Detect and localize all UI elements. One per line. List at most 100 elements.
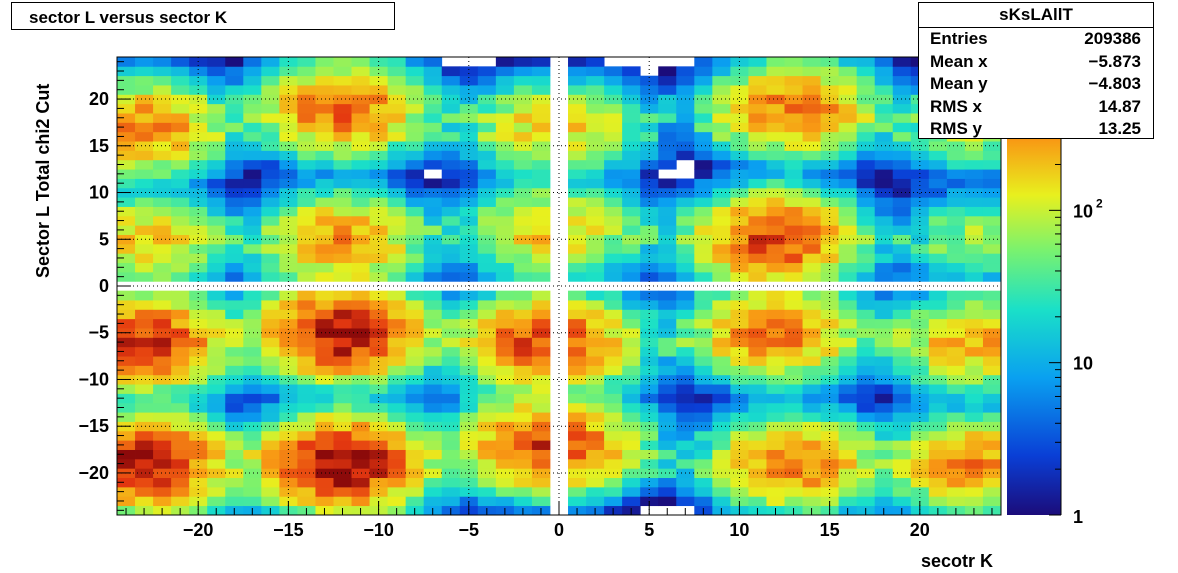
heatmap-cell — [153, 243, 172, 254]
heatmap-cell — [748, 309, 767, 320]
heatmap-cell — [640, 206, 659, 217]
heatmap-cell — [153, 496, 172, 507]
heatmap-cell — [820, 243, 840, 254]
heatmap-cell — [604, 150, 623, 161]
heatmap-cell — [531, 449, 551, 460]
heatmap-cell — [189, 356, 208, 366]
heatmap-cell — [423, 131, 443, 142]
heatmap-cell — [568, 159, 587, 170]
heatmap-cell — [730, 253, 749, 264]
heatmap-cell — [838, 440, 858, 450]
heatmap-cell — [279, 262, 298, 273]
heatmap-cell — [423, 290, 443, 301]
heatmap-cell — [766, 141, 785, 151]
heatmap-cell — [189, 449, 208, 460]
heatmap-cell — [946, 243, 966, 254]
heatmap-cell — [333, 215, 352, 226]
heatmap-cell — [766, 412, 785, 422]
heatmap-cell — [297, 393, 316, 404]
heatmap-cell — [766, 159, 785, 170]
heatmap-cell — [207, 384, 226, 394]
heatmap-cell — [243, 206, 262, 217]
heatmap-cell — [495, 271, 515, 282]
heatmap-cell — [640, 150, 659, 161]
heatmap-cell — [892, 477, 912, 488]
heatmap-cell — [820, 346, 840, 357]
heatmap-cell — [568, 150, 587, 161]
heatmap-cell — [928, 374, 948, 385]
heatmap-cell — [676, 103, 695, 114]
heatmap-cell — [676, 449, 695, 460]
heatmap-cell — [676, 356, 695, 366]
heatmap-cell — [982, 458, 1002, 469]
heatmap-cell — [856, 243, 876, 254]
heatmap-cell — [766, 262, 785, 273]
heatmap-cell — [423, 94, 443, 105]
heatmap-cell — [459, 234, 479, 245]
heatmap-cell — [405, 421, 425, 432]
heatmap-cell — [622, 159, 641, 170]
heatmap-cell — [333, 131, 352, 142]
heatmap-cell — [153, 150, 172, 161]
grid-lines — [117, 57, 1001, 515]
heatmap-cell — [351, 393, 370, 404]
heatmap-cell — [964, 187, 984, 198]
heatmap-cell — [513, 150, 533, 161]
heatmap-cell — [477, 384, 497, 394]
heatmap-cell — [946, 468, 966, 479]
heatmap-cell — [946, 271, 966, 282]
heatmap-cell — [694, 384, 713, 394]
heatmap-cell — [568, 131, 587, 142]
heatmap-cell — [315, 365, 334, 376]
heatmap-cell — [820, 486, 840, 497]
stats-value: 13.25 — [1098, 119, 1141, 138]
heatmap-cell — [369, 346, 389, 357]
heatmap-cell — [604, 197, 623, 207]
heatmap-cell — [207, 253, 226, 264]
heatmap-cell — [477, 402, 497, 413]
heatmap-cell — [513, 94, 533, 105]
heatmap-cell — [423, 337, 443, 348]
heatmap-cell — [784, 122, 803, 133]
heatmap-cell — [171, 402, 190, 413]
heatmap-cell — [135, 290, 154, 301]
heatmap-cell — [586, 253, 605, 264]
heatmap-cell — [225, 225, 244, 235]
colorbar-tick-label: 10 — [1073, 354, 1093, 374]
heatmap-cell — [189, 430, 208, 441]
heatmap-cell — [964, 458, 984, 469]
heatmap-cell — [423, 393, 443, 404]
stats-row: RMS x 14.87 — [919, 96, 1153, 119]
heatmap-cell — [441, 402, 461, 413]
heatmap-cell — [604, 477, 623, 488]
heatmap-cell — [189, 75, 208, 86]
heatmap-cell — [856, 206, 876, 217]
heatmap-cell — [802, 206, 821, 217]
heatmap-cell — [189, 197, 208, 207]
heatmap-cell — [135, 66, 154, 77]
heatmap-cell — [459, 253, 479, 264]
heatmap-cell — [189, 253, 208, 264]
heatmap-cell — [225, 66, 244, 77]
heatmap-cell — [117, 262, 136, 273]
heatmap-cell — [568, 356, 587, 366]
heatmap-cell — [225, 346, 244, 357]
heatmap-cell — [171, 365, 190, 376]
heatmap-cell — [207, 309, 226, 320]
heatmap-cell — [568, 169, 587, 179]
heatmap-cell — [513, 402, 533, 413]
heatmap-cell — [802, 477, 821, 488]
heatmap-cell — [694, 468, 713, 479]
heatmap-cell — [784, 225, 803, 235]
heatmap-cell — [658, 262, 677, 273]
heatmap-cell — [225, 458, 244, 469]
heatmap-cell — [333, 365, 352, 376]
heatmap-cell — [477, 318, 497, 329]
heatmap-cell — [856, 131, 876, 142]
heatmap-cell — [459, 430, 479, 441]
heatmap-cell — [622, 496, 641, 507]
heatmap-cell — [279, 234, 298, 245]
heatmap-cell — [207, 346, 226, 357]
heatmap-cell — [802, 215, 821, 226]
heatmap-cell — [513, 421, 533, 432]
